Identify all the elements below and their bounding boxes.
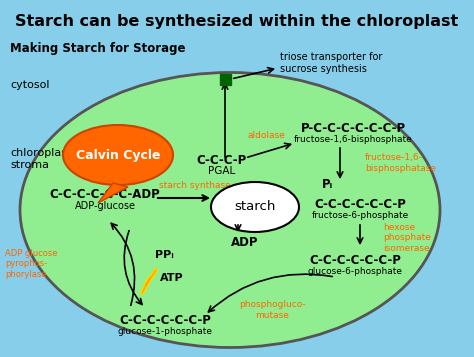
Text: Starch can be synthesized within the chloroplast: Starch can be synthesized within the chl… xyxy=(15,14,459,29)
Text: Making Starch for Storage: Making Starch for Storage xyxy=(10,42,185,55)
Text: PGAL: PGAL xyxy=(209,166,236,176)
Text: C-C-C-C-C-C-ADP: C-C-C-C-C-C-ADP xyxy=(50,188,160,201)
Polygon shape xyxy=(98,183,128,203)
Text: P-C-C-C-C-C-C-P: P-C-C-C-C-C-C-P xyxy=(301,121,406,135)
Text: glucose-1-phosphate: glucose-1-phosphate xyxy=(118,327,212,336)
Text: chloroplast
stroma: chloroplast stroma xyxy=(10,148,72,170)
Text: aldolase: aldolase xyxy=(248,131,286,140)
Text: PPᵢ: PPᵢ xyxy=(155,250,174,260)
Text: fructose-6-phosphate: fructose-6-phosphate xyxy=(311,211,409,221)
Text: starch synthase: starch synthase xyxy=(159,181,231,190)
Text: phosphogluco-
mutase: phosphogluco- mutase xyxy=(239,300,305,320)
Text: glucose-6-phosphate: glucose-6-phosphate xyxy=(308,266,402,276)
Text: ADP: ADP xyxy=(231,236,259,250)
Ellipse shape xyxy=(63,125,173,185)
Text: C-C-C-C-C-C-P: C-C-C-C-C-C-P xyxy=(309,253,401,266)
Text: ATP: ATP xyxy=(160,273,183,283)
Text: Pᵢ: Pᵢ xyxy=(322,178,334,191)
Text: Calvin Cycle: Calvin Cycle xyxy=(76,149,160,161)
Text: ADP-glucose: ADP-glucose xyxy=(74,201,136,211)
Text: C-C-C-C-C-C-P: C-C-C-C-C-C-P xyxy=(119,313,211,327)
Text: C-C-C-P: C-C-C-P xyxy=(197,154,247,166)
Text: cytosol: cytosol xyxy=(10,80,49,90)
Text: triose transporter for
sucrose synthesis: triose transporter for sucrose synthesis xyxy=(280,52,383,74)
Bar xyxy=(220,74,231,85)
Text: starch: starch xyxy=(234,201,276,213)
Ellipse shape xyxy=(211,182,299,232)
Text: fructose-1,6-bisphosphate: fructose-1,6-bisphosphate xyxy=(293,135,412,144)
Text: fructose-1,6-
bisphosphatase: fructose-1,6- bisphosphatase xyxy=(365,153,436,173)
Text: ADP glucose
pyrophos-
phorylase: ADP glucose pyrophos- phorylase xyxy=(5,249,57,279)
Text: hexose
phosphate
isomerase: hexose phosphate isomerase xyxy=(383,223,431,253)
Ellipse shape xyxy=(20,72,440,347)
Text: C-C-C-C-C-C-P: C-C-C-C-C-C-P xyxy=(314,198,406,211)
